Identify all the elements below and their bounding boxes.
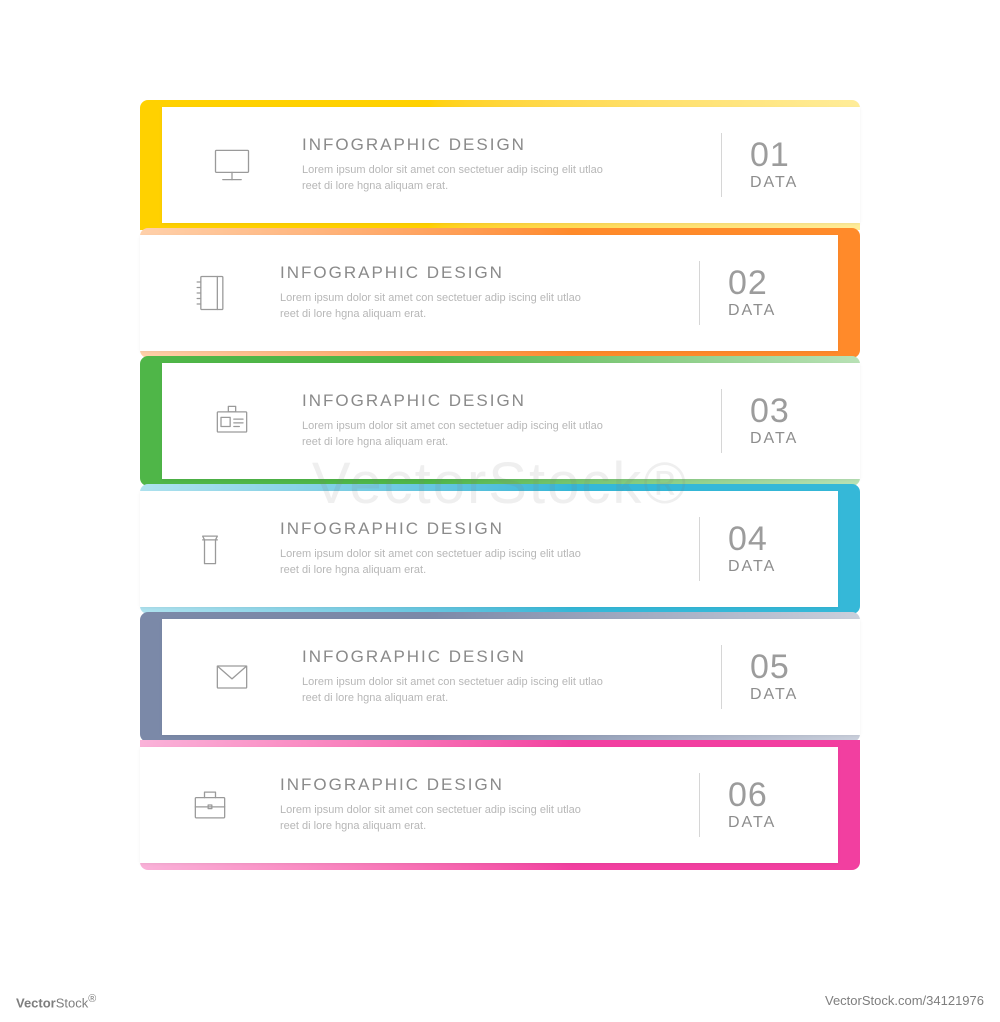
num-cell: 03 DATA: [750, 394, 860, 448]
footer: VectorStock® VectorStock.com/34121976: [0, 993, 1000, 1010]
row-data-label: DATA: [728, 814, 838, 832]
num-cell: 05 DATA: [750, 650, 860, 704]
monitor-icon: [162, 143, 302, 187]
divider: [721, 389, 722, 453]
divider: [699, 261, 700, 325]
row-title: INFOGRAPHIC DESIGN: [302, 135, 701, 155]
infographic-row: INFOGRAPHIC DESIGN Lorem ipsum dolor sit…: [140, 612, 860, 742]
info-card: INFOGRAPHIC DESIGN Lorem ipsum dolor sit…: [140, 491, 838, 607]
mail-icon: [162, 655, 302, 699]
row-data-label: DATA: [728, 558, 838, 576]
row-desc: Lorem ipsum dolor sit amet con sectetuer…: [302, 163, 622, 195]
text-cell: INFOGRAPHIC DESIGN Lorem ipsum dolor sit…: [280, 519, 699, 579]
briefcase-icon: [140, 783, 280, 827]
num-cell: 02 DATA: [728, 266, 838, 320]
info-card: INFOGRAPHIC DESIGN Lorem ipsum dolor sit…: [162, 619, 860, 735]
row-title: INFOGRAPHIC DESIGN: [280, 263, 679, 283]
row-title: INFOGRAPHIC DESIGN: [280, 775, 679, 795]
infographic-stack: INFOGRAPHIC DESIGN Lorem ipsum dolor sit…: [140, 100, 860, 868]
row-data-label: DATA: [750, 174, 860, 192]
text-cell: INFOGRAPHIC DESIGN Lorem ipsum dolor sit…: [302, 391, 721, 451]
info-card: INFOGRAPHIC DESIGN Lorem ipsum dolor sit…: [162, 363, 860, 479]
notebook-icon: [140, 271, 280, 315]
divider: [721, 133, 722, 197]
infographic-row: INFOGRAPHIC DESIGN Lorem ipsum dolor sit…: [140, 356, 860, 486]
infographic-row: INFOGRAPHIC DESIGN Lorem ipsum dolor sit…: [140, 484, 860, 614]
row-title: INFOGRAPHIC DESIGN: [302, 647, 701, 667]
row-number: 02: [728, 266, 838, 300]
divider: [699, 773, 700, 837]
badge-icon: [162, 399, 302, 443]
row-desc: Lorem ipsum dolor sit amet con sectetuer…: [302, 419, 622, 451]
row-number: 03: [750, 394, 860, 428]
row-data-label: DATA: [750, 430, 860, 448]
text-cell: INFOGRAPHIC DESIGN Lorem ipsum dolor sit…: [302, 135, 721, 195]
num-cell: 04 DATA: [728, 522, 838, 576]
row-number: 01: [750, 138, 860, 172]
info-card: INFOGRAPHIC DESIGN Lorem ipsum dolor sit…: [162, 107, 860, 223]
infographic-row: INFOGRAPHIC DESIGN Lorem ipsum dolor sit…: [140, 740, 860, 870]
divider: [699, 517, 700, 581]
infographic-row: INFOGRAPHIC DESIGN Lorem ipsum dolor sit…: [140, 228, 860, 358]
row-desc: Lorem ipsum dolor sit amet con sectetuer…: [280, 803, 600, 835]
row-desc: Lorem ipsum dolor sit amet con sectetuer…: [280, 291, 600, 323]
row-title: INFOGRAPHIC DESIGN: [302, 391, 701, 411]
row-desc: Lorem ipsum dolor sit amet con sectetuer…: [280, 547, 600, 579]
row-desc: Lorem ipsum dolor sit amet con sectetuer…: [302, 675, 622, 707]
row-number: 05: [750, 650, 860, 684]
row-title: INFOGRAPHIC DESIGN: [280, 519, 679, 539]
row-data-label: DATA: [728, 302, 838, 320]
text-cell: INFOGRAPHIC DESIGN Lorem ipsum dolor sit…: [280, 775, 699, 835]
text-cell: INFOGRAPHIC DESIGN Lorem ipsum dolor sit…: [280, 263, 699, 323]
text-cell: INFOGRAPHIC DESIGN Lorem ipsum dolor sit…: [302, 647, 721, 707]
row-number: 06: [728, 778, 838, 812]
row-number: 04: [728, 522, 838, 556]
num-cell: 06 DATA: [728, 778, 838, 832]
footer-id: VectorStock.com/34121976: [825, 993, 984, 1010]
divider: [721, 645, 722, 709]
info-card: INFOGRAPHIC DESIGN Lorem ipsum dolor sit…: [140, 235, 838, 351]
cup-icon: [140, 527, 280, 571]
info-card: INFOGRAPHIC DESIGN Lorem ipsum dolor sit…: [140, 747, 838, 863]
infographic-row: INFOGRAPHIC DESIGN Lorem ipsum dolor sit…: [140, 100, 860, 230]
footer-brand: VectorStock®: [16, 993, 96, 1010]
row-data-label: DATA: [750, 686, 860, 704]
num-cell: 01 DATA: [750, 138, 860, 192]
